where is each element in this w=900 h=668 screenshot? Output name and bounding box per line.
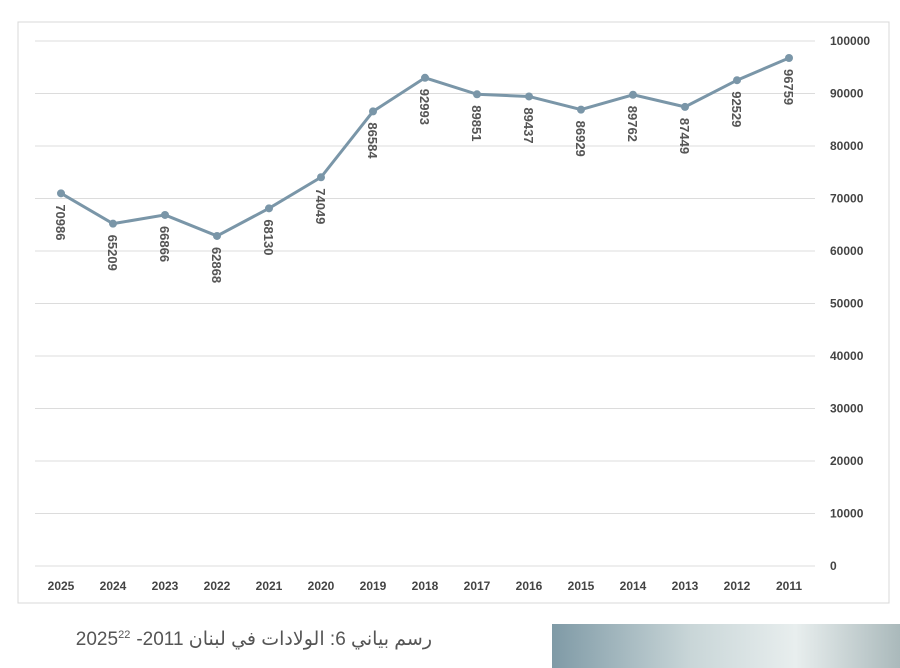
x-tick-label: 2014 — [620, 579, 647, 593]
x-tick-label: 2016 — [516, 579, 543, 593]
point — [577, 105, 585, 114]
point — [265, 204, 273, 213]
photo — [552, 624, 900, 668]
y-tick-label: 60000 — [830, 244, 864, 258]
footnote-ref: 22 — [118, 628, 131, 641]
point — [473, 90, 481, 99]
value-label: 70986 — [53, 204, 68, 240]
value-label: 89762 — [625, 106, 640, 142]
y-tick-label: 70000 — [830, 192, 864, 206]
x-tick-label: 2019 — [360, 579, 387, 593]
y-tick-label: 30000 — [830, 402, 864, 416]
y-tick-label: 100000 — [830, 34, 870, 48]
point — [317, 173, 325, 182]
chart-frame — [17, 21, 890, 604]
x-tick-label: 2018 — [412, 579, 439, 593]
x-tick-label: 2012 — [724, 579, 751, 593]
point — [161, 210, 169, 219]
caption: رسم بياني 6: الولادات في لبنان 2011-2025… — [0, 628, 432, 651]
point — [629, 90, 637, 99]
y-tick-label: 50000 — [830, 297, 864, 311]
y-tick-label: 90000 — [830, 87, 864, 101]
x-tick-label: 2011 — [776, 579, 802, 593]
value-label: 86584 — [365, 122, 380, 159]
value-label: 86929 — [573, 121, 588, 157]
y-tick-label: 0 — [830, 559, 837, 573]
y-tick-label: 20000 — [830, 454, 864, 468]
x-tick-label: 2021 — [256, 579, 283, 593]
x-tick-label: 2024 — [100, 579, 127, 593]
value-label: 62868 — [209, 247, 224, 283]
chart: 0 10000 20000 30000 40000 50000 60000 70000 8000… — [17, 21, 890, 604]
value-label: 92529 — [729, 91, 744, 127]
point — [57, 189, 65, 198]
caption-text: رسم بياني 6: الولادات في لبنان 2011-2025 — [75, 629, 432, 650]
point — [785, 54, 793, 63]
value-label: 66866 — [157, 226, 172, 262]
value-label: 89851 — [469, 105, 484, 141]
value-label: 74049 — [313, 188, 328, 224]
x-tick-label: 2020 — [308, 579, 335, 593]
point — [213, 231, 221, 240]
x-tick-label: 2023 — [152, 579, 179, 593]
y-tick-label: 10000 — [830, 507, 864, 521]
point — [681, 102, 689, 111]
value-label: 65209 — [105, 235, 120, 271]
x-tick-label: 2022 — [204, 579, 231, 593]
x-tick-label: 2025 — [48, 579, 75, 593]
value-label: 89437 — [521, 107, 536, 143]
point — [733, 76, 741, 85]
y-tick-label: 40000 — [830, 349, 864, 363]
y-tick-label: 80000 — [830, 139, 864, 153]
x-tick-label: 2013 — [672, 579, 699, 593]
point — [109, 219, 117, 228]
x-tick-label: 2015 — [568, 579, 595, 593]
value-label: 92993 — [417, 89, 432, 125]
point — [525, 92, 533, 101]
point — [421, 73, 429, 82]
value-label: 68130 — [261, 219, 276, 255]
x-tick-label: 2017 — [464, 579, 491, 593]
point — [369, 107, 377, 116]
value-label: 87449 — [677, 118, 692, 154]
value-label: 96759 — [781, 69, 796, 105]
